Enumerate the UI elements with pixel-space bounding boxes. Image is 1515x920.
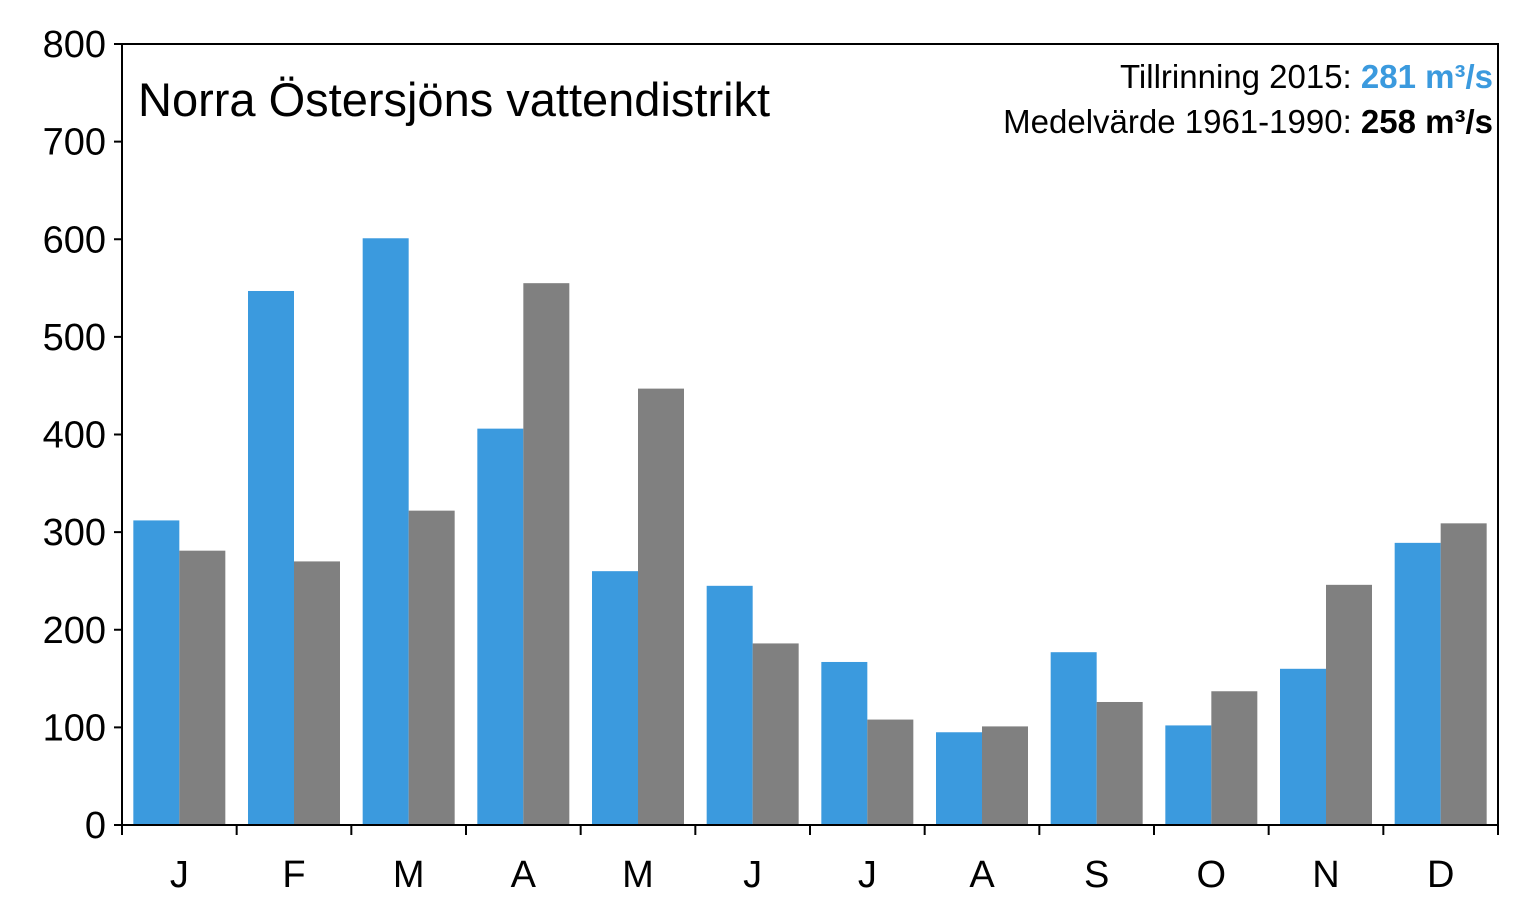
bar-series2-o-10 <box>1211 691 1258 825</box>
bar-series1-o-10 <box>1165 725 1212 825</box>
info-line-mean-value: 258 m³/s <box>1361 103 1493 140</box>
x-tick-label: J <box>170 854 189 896</box>
bar-series2-j-7 <box>867 719 914 825</box>
y-tick-label: 300 <box>43 512 106 554</box>
y-tick-label: 200 <box>43 610 106 652</box>
info-line-mean: Medelvärde 1961-1990: 258 m³/s <box>1003 103 1493 140</box>
bar-series1-a-8 <box>936 732 982 825</box>
y-tick-labels: 0 100 200 300 400 500 600 700 800 <box>43 24 106 847</box>
bar-series2-j-6 <box>752 643 799 825</box>
info-line-mean-label: Medelvärde 1961-1990: <box>1003 103 1361 140</box>
x-tick-label: N <box>1312 854 1339 896</box>
y-tick-label: 0 <box>85 805 106 847</box>
bar-series1-a-4 <box>477 428 524 825</box>
bar-series2-m-5 <box>638 388 684 825</box>
bar-series2-j-1 <box>179 550 226 825</box>
y-tick-label: 100 <box>43 707 106 749</box>
y-tick-label: 400 <box>43 415 106 457</box>
info-line-2015: Tillrinning 2015: 281 m³/s <box>1120 58 1493 95</box>
bar-series1-s-9 <box>1050 652 1097 825</box>
y-tick-label: 700 <box>43 122 106 164</box>
bars-layer <box>133 238 1487 825</box>
bar-series1-m-5 <box>592 571 638 825</box>
bar-series1-n-11 <box>1280 668 1326 825</box>
chart-title: Norra Östersjöns vattendistrikt <box>138 73 770 126</box>
bar-series1-j-1 <box>133 520 180 825</box>
x-tick-label: S <box>1084 854 1109 896</box>
x-tick-label: J <box>743 854 762 896</box>
y-tick-label: 600 <box>43 219 106 261</box>
bar-series1-j-6 <box>706 585 753 825</box>
bar-series2-f-2 <box>294 561 340 825</box>
bar-series1-d-12 <box>1394 542 1441 825</box>
y-tick-label: 800 <box>43 24 106 66</box>
x-tick-label: O <box>1197 854 1227 896</box>
bar-series1-f-2 <box>248 290 294 825</box>
bar-series2-m-3 <box>408 510 455 825</box>
info-line-2015-value: 281 m³/s <box>1361 58 1493 95</box>
bar-series1-m-3 <box>362 238 409 825</box>
bar-series2-a-8 <box>982 726 1028 825</box>
bar-series2-a-4 <box>523 283 570 825</box>
bar-series2-d-12 <box>1440 523 1487 825</box>
bar-series1-j-7 <box>821 661 868 825</box>
x-tick-label: M <box>622 854 654 896</box>
x-tick-label: D <box>1427 854 1454 896</box>
bar-series2-n-11 <box>1326 584 1372 825</box>
info-line-2015-label: Tillrinning 2015: <box>1120 58 1361 95</box>
x-tick-label: J <box>858 854 877 896</box>
x-tick-label: A <box>969 854 995 896</box>
x-tick-label: M <box>393 854 425 896</box>
y-tick-label: 500 <box>43 317 106 359</box>
bar-series2-s-9 <box>1096 701 1143 825</box>
x-tick-label: A <box>511 854 537 896</box>
x-tick-label: F <box>282 854 305 896</box>
ticks-layer <box>114 43 1499 835</box>
